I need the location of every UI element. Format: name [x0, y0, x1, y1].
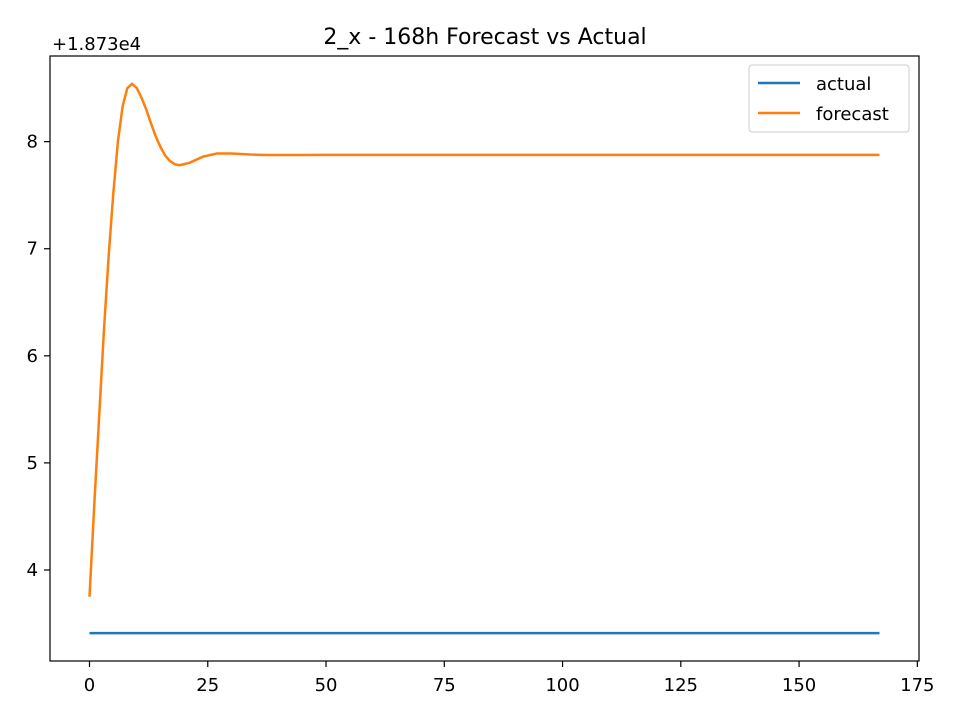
series-layer [88, 82, 880, 635]
legend-label-actual: actual [816, 74, 871, 95]
x-tick-label: 125 [664, 675, 698, 696]
x-tick-label: 25 [196, 675, 219, 696]
x-tick-label: 175 [900, 675, 934, 696]
y-offset-label: +1.873e4 [52, 34, 141, 55]
y-tick-label: 7 [27, 239, 38, 260]
y-tick-label: 6 [27, 346, 38, 367]
x-tick-label: 50 [315, 675, 338, 696]
legend-label-forecast: forecast [816, 104, 889, 125]
x-tick-label: 75 [433, 675, 456, 696]
legend: actual forecast [748, 64, 910, 133]
y-tick-label: 5 [27, 453, 38, 474]
plot-frame [49, 55, 920, 662]
y-tick-label: 4 [27, 560, 38, 581]
y-tick-label: 8 [27, 132, 38, 153]
x-tick-label: 150 [782, 675, 816, 696]
x-tick-label: 100 [545, 675, 579, 696]
ticks-layer: 0 25 50 75 100 125 150 175 4 5 6 7 8 [27, 132, 935, 696]
x-tick-label: 0 [84, 675, 95, 696]
axes-layer [49, 55, 920, 662]
series-line-forecast [88, 82, 880, 597]
chart-title: 2_x - 168h Forecast vs Actual [323, 25, 646, 50]
